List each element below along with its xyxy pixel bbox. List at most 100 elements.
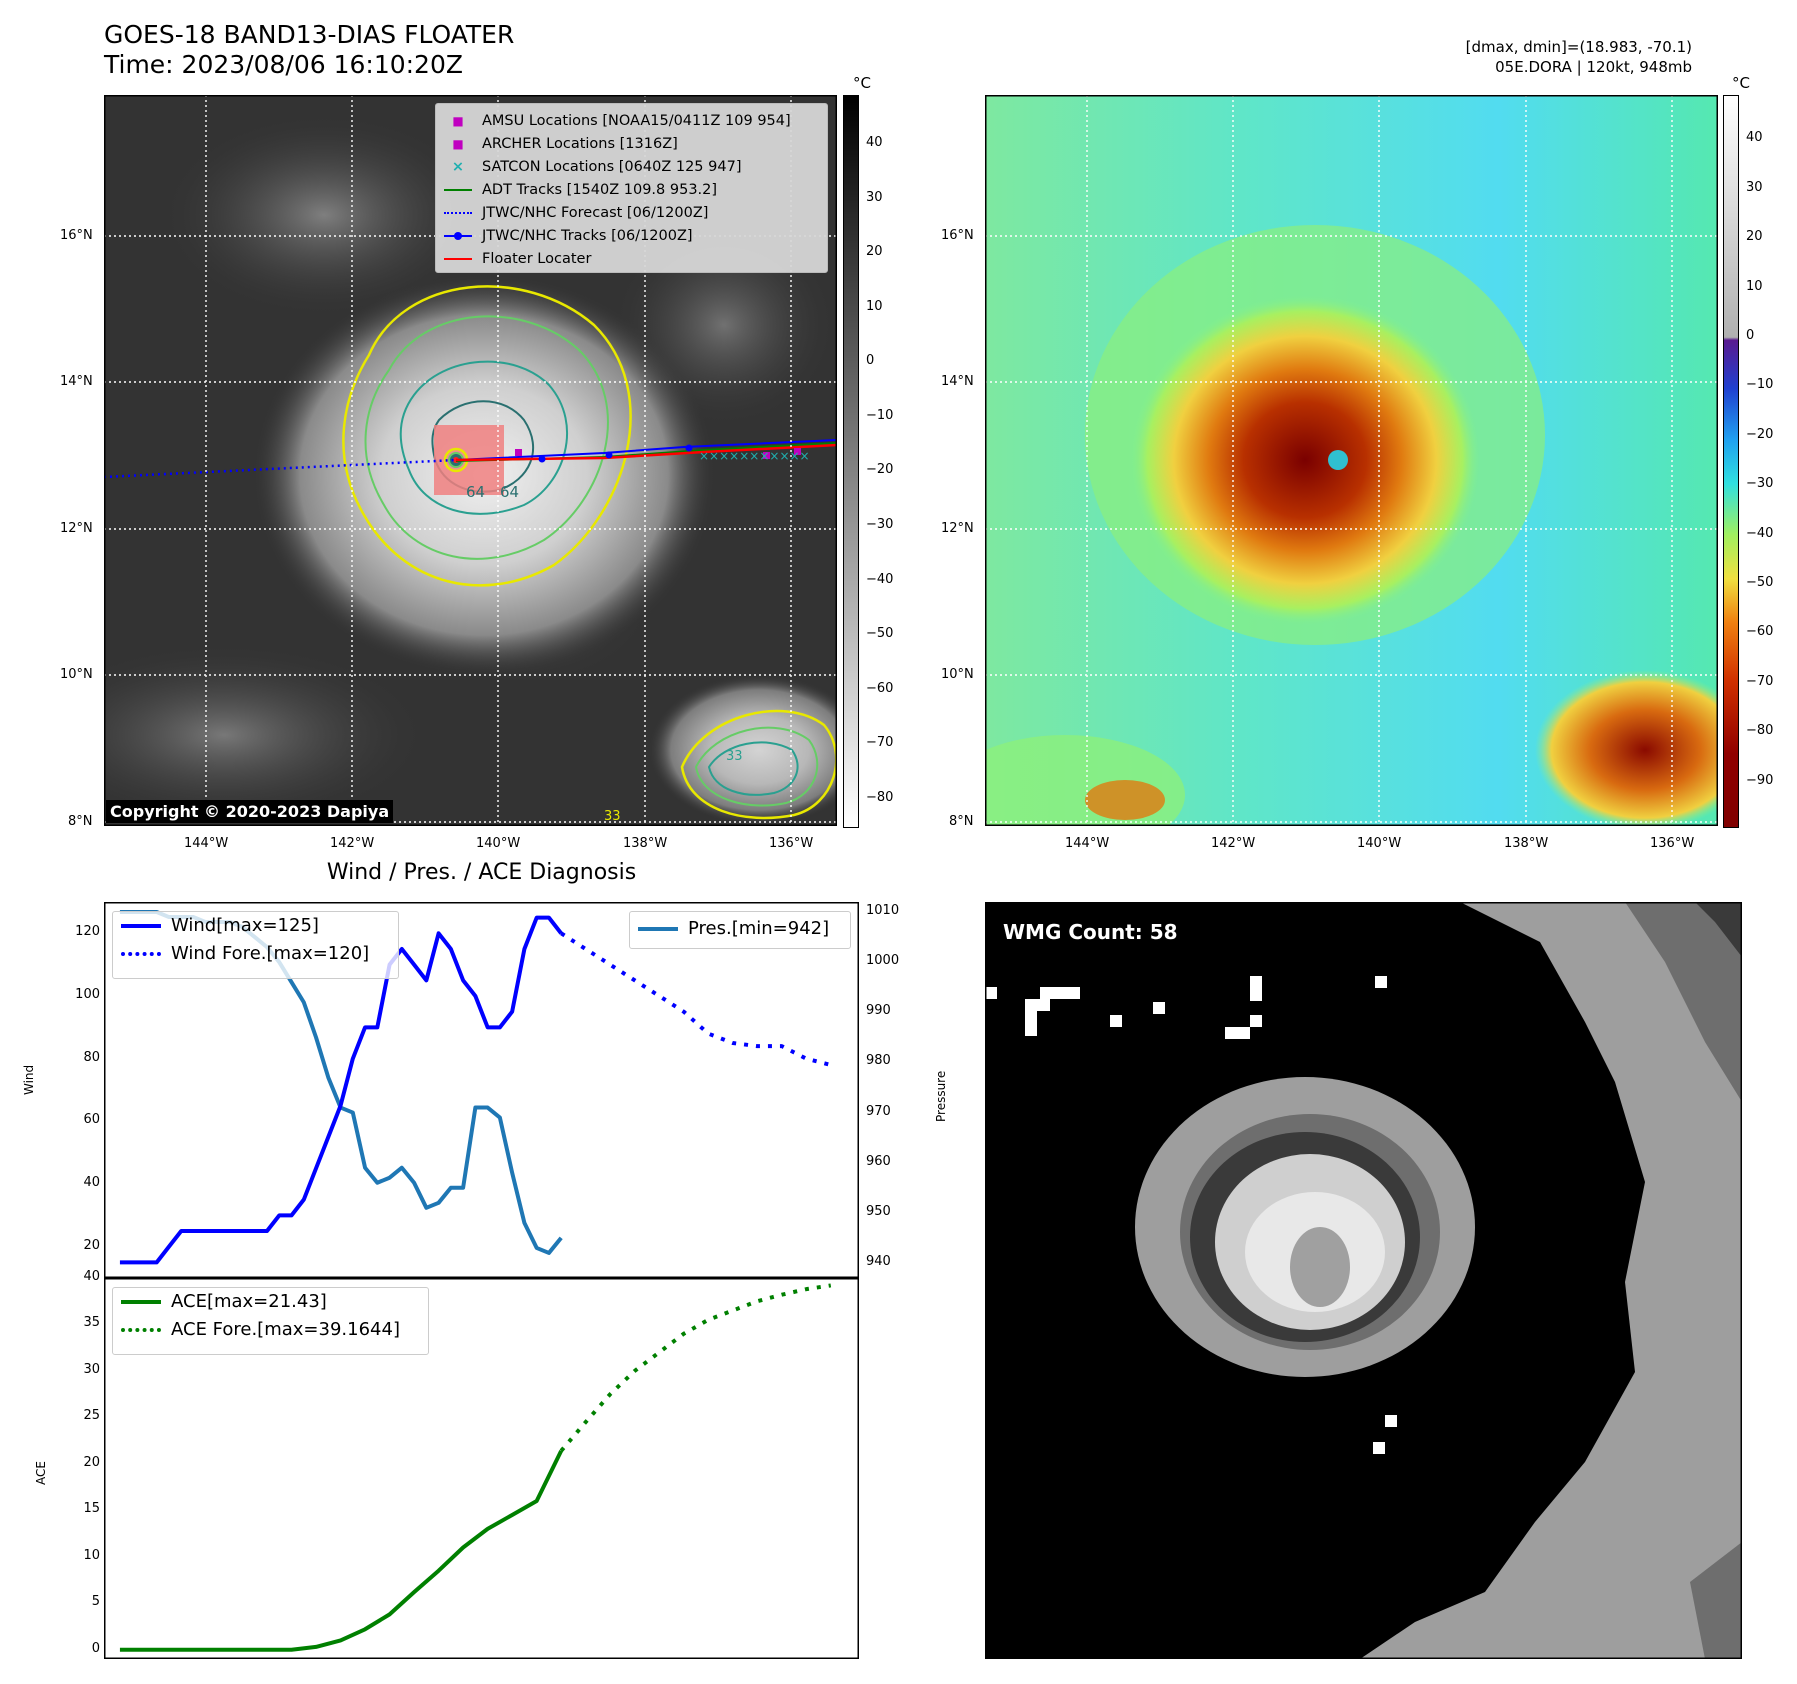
line-marker-icon <box>444 258 472 260</box>
x-marker-icon: × <box>451 159 465 175</box>
colorbar-tick: −40 <box>866 571 894 587</box>
lon-label: 144°W <box>1065 836 1110 851</box>
contour-label: 33 <box>726 749 743 764</box>
colorbar-tick: −80 <box>1746 723 1774 739</box>
wind-series-line <box>119 915 563 1265</box>
chart-title: GOES-18 BAND13-DIAS FLOATER <box>104 20 515 49</box>
legend-item-forecast: JTWC/NHC Forecast [06/1200Z] <box>444 202 791 225</box>
lat-label: 16°N <box>941 228 974 243</box>
lon-label: 136°W <box>1650 836 1695 851</box>
ace-axis-label: ACE <box>34 1461 48 1485</box>
wind-tick: 100 <box>75 987 100 1002</box>
wind-tick: 60 <box>83 1112 100 1128</box>
lat-label: 14°N <box>941 374 974 389</box>
colorbar-tick: −40 <box>1746 525 1774 541</box>
legend-wind-fore: Wind Fore.[max=120] <box>113 940 398 968</box>
colorbar-tick: −50 <box>1746 574 1774 590</box>
storm-info: 05E.DORA | 120kt, 948mb <box>1495 58 1692 76</box>
ir-grayscale-map: ××××××××××× 64 64 33 33 Copyright © 2020… <box>24 95 869 826</box>
wind-tick: 40 <box>83 1175 100 1190</box>
dotted-line-icon <box>121 1328 161 1332</box>
lon-label: 142°W <box>1211 836 1256 851</box>
legend-item-amsu: ■ AMSU Locations [NOAA15/0411Z 109 954] <box>444 110 790 133</box>
copyright-label: Copyright © 2020-2023 Dapiya <box>106 800 394 823</box>
dotted-line-icon <box>121 952 161 956</box>
colorbar-tick: −80 <box>866 789 894 805</box>
pressure-tick: 970 <box>866 1103 891 1119</box>
colorbar-tick: −70 <box>866 735 894 751</box>
legend-item-satcon: × SATCON Locations [0640Z 125 947] <box>444 156 791 179</box>
lat-label: 8°N <box>949 814 974 829</box>
colorbar-tick: 30 <box>866 189 883 205</box>
ace-tick: 30 <box>83 1361 100 1377</box>
colorbar-tick: −60 <box>866 680 894 696</box>
solid-line-icon <box>638 927 678 931</box>
colorbar-tick: 0 <box>1746 328 1755 344</box>
legend-item-tracks: JTWC/NHC Tracks [06/1200Z] <box>444 225 791 248</box>
ace-series-line <box>119 1449 563 1652</box>
lat-label: 12°N <box>941 521 974 536</box>
legend-item-archer: ■ ARCHER Locations [1316Z] <box>444 133 791 156</box>
wind-legend: Wind[max=125] Wind Fore.[max=120] <box>112 911 399 979</box>
lat-label: 16°N <box>60 228 93 243</box>
ace-tick: 10 <box>83 1547 100 1563</box>
legend-item-adt: ADT Tracks [1540Z 109.8 953.2] <box>444 179 791 202</box>
contour-label: 33 <box>604 809 621 824</box>
wind-axis-ticks: 120 100 80 60 40 20 <box>40 902 100 1278</box>
ace-tick: 25 <box>83 1408 100 1424</box>
ace-panel: ACE[max=21.43] ACE Fore.[max=39.1644] <box>104 1278 859 1659</box>
ace-tick: 0 <box>91 1640 100 1656</box>
color-colorbar-ticks: 40 30 20 10 0 −10 −20 −30 −40 −50 −60 −70 −80 −90 <box>1746 95 1796 826</box>
ir-color-map <box>945 95 1755 855</box>
lon-label: 140°W <box>1357 836 1402 851</box>
legend-ace-fore: ACE Fore.[max=39.1644] <box>113 1316 428 1344</box>
wind-pressure-panel: Wind[max=125] Wind Fore.[max=120] Pres.[… <box>104 902 859 1278</box>
colorbar-tick: −30 <box>866 516 894 532</box>
colorbar-unit: °C <box>1732 74 1750 92</box>
wmg-panel: WMG Count: 58 <box>985 902 1742 1659</box>
legend-wind: Wind[max=125] <box>113 912 398 940</box>
chart-time: Time: 2023/08/06 16:10:20Z <box>104 50 463 79</box>
ace-legend: ACE[max=21.43] ACE Fore.[max=39.1644] <box>112 1287 429 1355</box>
colorbar-tick: −70 <box>1746 673 1774 689</box>
lon-label: 136°W <box>769 836 814 851</box>
square-marker-icon: ■ <box>452 114 464 128</box>
dmax-dmin-readout: [dmax, dmin]=(18.983, -70.1) <box>1465 38 1692 56</box>
pressure-tick: 950 <box>866 1203 891 1219</box>
colorbar-tick: 20 <box>1746 229 1763 245</box>
lon-label: 140°W <box>476 836 521 851</box>
solid-line-icon <box>121 924 161 928</box>
colorbar-tick: 20 <box>866 244 883 260</box>
map-legend: ■ AMSU Locations [NOAA15/0411Z 109 954] ■… <box>435 103 828 273</box>
colorbar-tick: −10 <box>866 407 894 423</box>
lat-label: 14°N <box>60 374 93 389</box>
ace-tick: 15 <box>83 1501 100 1517</box>
lat-label: 8°N <box>68 814 93 829</box>
pressure-tick: 1010 <box>866 903 900 919</box>
contour-label: 64 <box>466 483 485 501</box>
legend-ace: ACE[max=21.43] <box>113 1288 428 1316</box>
colorbar-tick: −60 <box>1746 624 1774 640</box>
pressure-tick: 940 <box>866 1253 891 1269</box>
pressure-legend: Pres.[min=942] <box>629 911 851 949</box>
pressure-axis-label: Pressure <box>934 1070 948 1122</box>
lon-label: 138°W <box>623 836 668 851</box>
ace-tick: 35 <box>83 1315 100 1331</box>
pressure-tick: 980 <box>866 1053 891 1069</box>
ace-axis-ticks: 40 35 30 25 20 15 10 5 0 <box>40 1269 100 1659</box>
pressure-tick: 960 <box>866 1153 891 1169</box>
dotted-line-icon <box>444 212 472 214</box>
pressure-axis-ticks: 1010 1000 990 980 970 960 950 940 <box>866 902 926 1278</box>
color-colorbar <box>1723 95 1739 828</box>
colorbar-tick: −20 <box>1746 426 1774 442</box>
colorbar-tick: −30 <box>1746 476 1774 492</box>
lat-label: 10°N <box>60 667 93 682</box>
colorbar-tick: −50 <box>866 626 894 642</box>
diagnosis-title: Wind / Pres. / ACE Diagnosis <box>326 860 637 885</box>
colorbar-tick: 30 <box>1746 179 1763 195</box>
colorbar-unit: °C <box>853 74 871 92</box>
svg-text:×××××××××××: ××××××××××× <box>699 449 810 463</box>
pressure-tick: 1000 <box>866 953 900 969</box>
colorbar-tick: 0 <box>866 353 875 369</box>
wind-tick: 80 <box>83 1049 100 1065</box>
